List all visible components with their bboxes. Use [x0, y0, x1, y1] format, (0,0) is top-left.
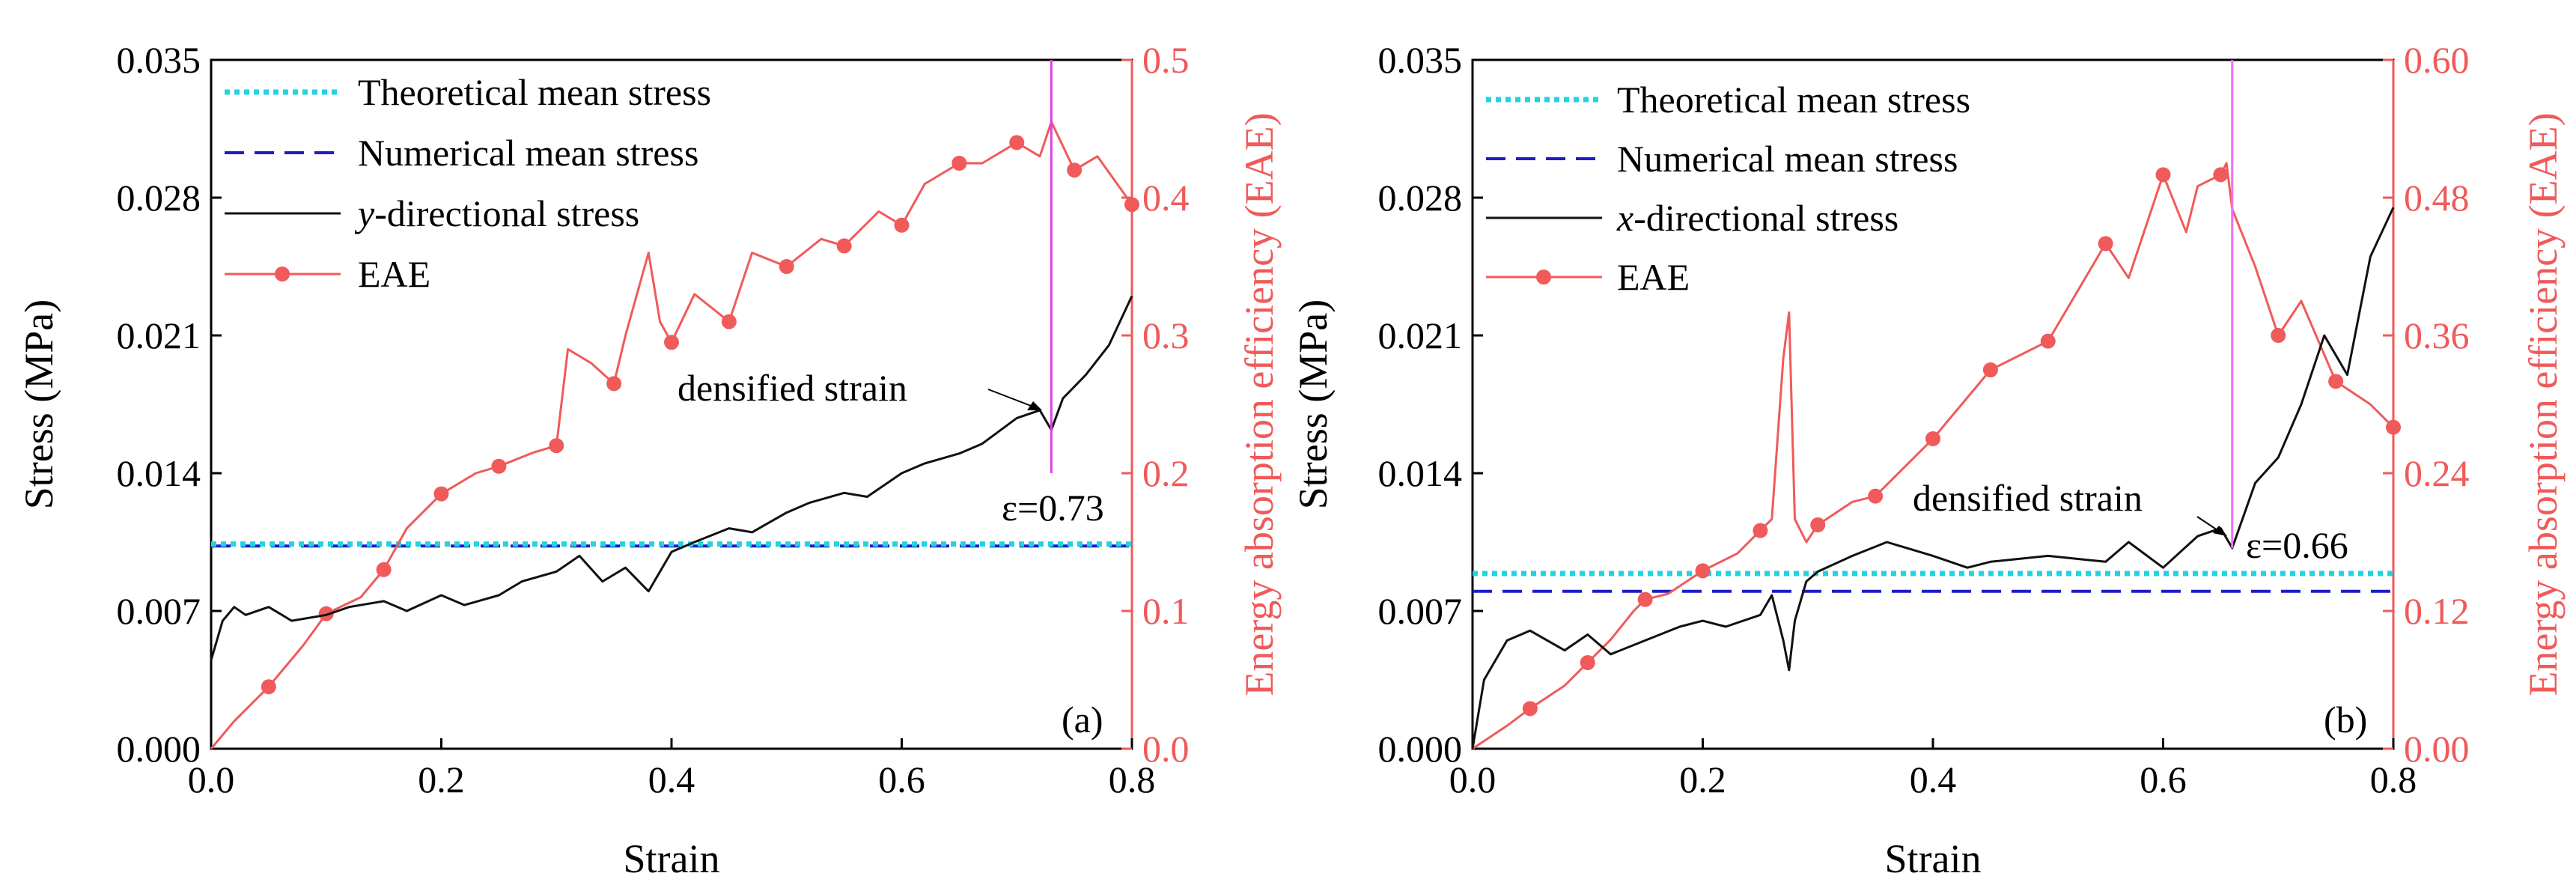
- x-tick-label: 0.8: [2370, 758, 2417, 800]
- y2-tick-label: 0.5: [1142, 39, 1190, 81]
- x-tick-label: 0.4: [648, 758, 695, 800]
- y2-tick-label: 0.0: [1142, 728, 1190, 770]
- eae-marker: [894, 217, 910, 233]
- legend-eae-marker: [1536, 270, 1551, 285]
- x-tick-label: 0.0: [1449, 758, 1496, 800]
- eae-marker: [2213, 167, 2229, 183]
- panel-a-label: (a): [1062, 699, 1103, 740]
- eae-marker: [2098, 236, 2113, 252]
- panel-a-chart: 0.0 0.2 0.4 0.6 0.8 0.000 0.007 0.014 0.021 0.028…: [16, 39, 1282, 881]
- panel-b-y2label: Energy absorption efficiency (EAE): [2521, 112, 2566, 696]
- eae-marker: [1695, 563, 1711, 579]
- panel-b-epsilon-label: ε=0.66: [2246, 524, 2348, 566]
- panel-b-legend: Theoretical mean stress Numerical mean s…: [1486, 79, 1970, 298]
- eae-marker: [664, 335, 679, 350]
- y-tick-label: 0.035: [117, 39, 201, 81]
- panel-a-densified-label: densified strain: [678, 367, 907, 409]
- eae-marker: [1810, 517, 1826, 532]
- x-tick-label: 0.0: [188, 758, 235, 800]
- panel-b-chart: 0.0 0.2 0.4 0.6 0.8 0.000 0.007 0.014 0.021 0.028…: [1291, 39, 2566, 881]
- eae-marker: [721, 314, 737, 329]
- y2-tick-label: 0.60: [2404, 39, 2470, 81]
- y-tick-label: 0.000: [1378, 728, 1463, 770]
- eae-marker: [549, 438, 564, 454]
- panel-a-y2label: Energy absorption efficiency (EAE): [1237, 112, 1282, 696]
- y-tick-label: 0.028: [1378, 177, 1463, 219]
- legend-eae-label: EAE: [1617, 256, 1690, 298]
- y2-tick-label: 0.00: [2404, 728, 2470, 770]
- panel-a-epsilon-label: ε=0.73: [1002, 487, 1104, 529]
- x-tick-label: 0.6: [2140, 758, 2187, 800]
- y-tick-label: 0.014: [1378, 452, 1463, 494]
- panel-b-densified-label: densified strain: [1913, 477, 2143, 519]
- panel-a-legend: Theoretical mean stress Numerical mean s…: [225, 71, 711, 295]
- y-tick-label: 0.014: [117, 452, 201, 494]
- eae-marker: [606, 376, 622, 392]
- eae-marker: [2155, 167, 2171, 183]
- panel-b-label: (b): [2324, 699, 2367, 740]
- legend-eae-marker: [275, 267, 290, 282]
- legend-theoretical-label: Theoretical mean stress: [358, 71, 711, 113]
- y-tick-label: 0.007: [117, 590, 201, 632]
- eae-marker: [2328, 374, 2344, 389]
- eae-marker: [1753, 523, 1768, 538]
- eae-marker: [1868, 488, 1884, 504]
- legend-numerical-label: Numerical mean stress: [1617, 138, 1958, 180]
- x-tick-label: 0.4: [1910, 758, 1957, 800]
- panel-b-xlabel: Strain: [1885, 836, 1982, 881]
- eae-marker: [2271, 328, 2286, 343]
- y2-tick-label: 0.3: [1142, 314, 1190, 356]
- panel-b-densified-arrowhead: [2213, 526, 2227, 536]
- y2-tick-label: 0.4: [1142, 177, 1190, 219]
- x-tick-label: 0.8: [1109, 758, 1156, 800]
- eae-marker: [1009, 135, 1025, 150]
- x-tick-label: 0.2: [418, 758, 465, 800]
- eae-series-line: [1472, 162, 2395, 750]
- y2-tick-label: 0.12: [2404, 590, 2470, 632]
- eae-marker: [836, 238, 852, 254]
- y-tick-label: 0.007: [1378, 590, 1463, 632]
- y2-tick-label: 0.36: [2404, 314, 2470, 356]
- stress-series-line: [1471, 207, 2395, 749]
- eae-marker: [318, 606, 334, 621]
- y2-tick-label: 0.2: [1142, 452, 1190, 494]
- y2-tick-label: 0.24: [2404, 452, 2470, 494]
- panel-a-densified-arrowhead: [1027, 401, 1042, 410]
- y-tick-label: 0.021: [1378, 314, 1463, 356]
- eae-marker: [1925, 431, 1940, 446]
- eae-marker: [1637, 591, 1653, 607]
- legend-numerical-label: Numerical mean stress: [358, 132, 698, 174]
- eae-marker: [1982, 362, 1998, 377]
- eae-marker: [779, 259, 794, 274]
- stress-series-line: [210, 295, 1133, 661]
- panel-a-densified-arrow: [987, 389, 1038, 409]
- eae-marker: [1522, 701, 1538, 717]
- y-tick-label: 0.021: [117, 314, 201, 356]
- x-tick-label: 0.2: [1679, 758, 1726, 800]
- y2-tick-label: 0.48: [2404, 177, 2470, 219]
- eae-marker: [1580, 655, 1595, 670]
- eae-marker: [1067, 162, 1083, 178]
- eae-marker: [2386, 419, 2401, 435]
- legend-stress-label: x-directional stress: [1616, 197, 1898, 239]
- eae-marker: [1124, 197, 1139, 213]
- panel-b-ylabel: Stress (MPa): [1291, 299, 1336, 510]
- legend-eae-label: EAE: [358, 253, 430, 295]
- legend-theoretical-label: Theoretical mean stress: [1617, 79, 1970, 121]
- panel-a-ylabel: Stress (MPa): [16, 299, 61, 510]
- eae-marker: [261, 679, 276, 695]
- y-tick-label: 0.035: [1378, 39, 1463, 81]
- eae-marker: [2040, 333, 2056, 349]
- x-tick-label: 0.6: [878, 758, 925, 800]
- panel-a-xlabel: Strain: [624, 836, 720, 881]
- eae-marker: [951, 156, 967, 171]
- y-tick-label: 0.000: [117, 728, 201, 770]
- eae-marker: [376, 562, 392, 577]
- y2-tick-label: 0.1: [1142, 590, 1190, 632]
- legend-stress-label: y-directional stress: [354, 192, 639, 234]
- eae-marker: [433, 486, 449, 502]
- y-tick-label: 0.028: [117, 177, 201, 219]
- eae-marker: [491, 458, 507, 474]
